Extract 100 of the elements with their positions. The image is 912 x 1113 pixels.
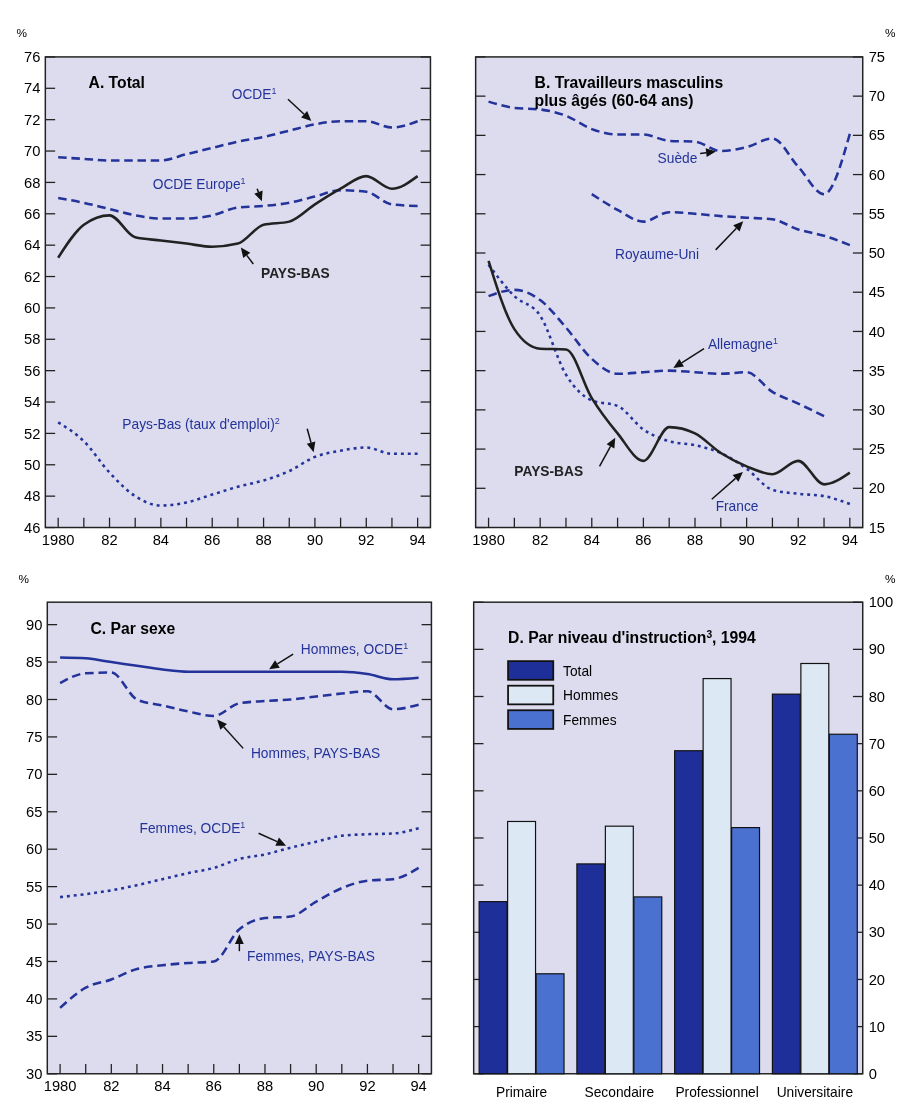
text: PAYS-BAS <box>261 266 330 282</box>
text: Pays-Bas (taux d'emploi)$^{2}$ <box>122 415 280 432</box>
y-tick-label: 85 <box>26 654 43 671</box>
x-tick-label: 88 <box>255 532 272 549</box>
y-tick-label: 76 <box>24 49 41 66</box>
x-tick-label: 90 <box>306 532 324 549</box>
x-tick-label: 1980 <box>43 1078 77 1095</box>
y-tick-label: 30 <box>26 1065 43 1082</box>
y-tick-label: 90 <box>26 616 43 633</box>
x-tick-label: 86 <box>205 1078 222 1095</box>
series-label: Femmes, OCDE$^{1}$ <box>139 820 246 837</box>
y-tick-label: 35 <box>26 1028 43 1045</box>
x-tick-label: 94 <box>841 532 859 549</box>
y-tick-label: 15 <box>868 519 886 536</box>
x-tick-label: 82 <box>101 532 118 549</box>
y-tick-label: 50 <box>26 916 43 933</box>
text: B. Travailleurs masculins plus âgés (60-64 ans) <box>534 74 724 110</box>
y-tick-label: 64 <box>24 237 41 254</box>
y-tick-label: 30 <box>868 402 886 419</box>
y-tick-label: 70 <box>868 88 886 105</box>
y-tick-label: 65 <box>26 803 43 820</box>
x-tick-label: 92 <box>358 532 375 549</box>
y-axis-title: % <box>885 26 897 40</box>
y-tick-label: 60 <box>868 782 886 799</box>
y-tick-label: 75 <box>868 49 886 66</box>
x-tick-label: 1980 <box>472 532 505 549</box>
y-tick-label: 20 <box>868 971 886 988</box>
y-tick-label: 45 <box>868 284 886 301</box>
series-label: Allemagne$^{1}$ <box>707 335 778 352</box>
y-tick-label: 50 <box>24 456 41 473</box>
y-tick-label: 58 <box>24 331 41 348</box>
y-tick-label: 10 <box>868 1018 886 1035</box>
text: D. Par niveau d'instruction$^{3}$, 1994 <box>508 628 757 647</box>
y-tick-label: 40 <box>26 991 43 1008</box>
x-tick-label: Primaire <box>495 1085 548 1101</box>
y-tick-label: 55 <box>26 878 43 895</box>
x-tick-label: 82 <box>103 1078 120 1095</box>
x-tick-label: 1980 <box>41 532 75 549</box>
y-tick-label: 60 <box>24 300 41 317</box>
y-tick-label: 48 <box>24 488 41 505</box>
y-tick-label: 60 <box>26 841 43 858</box>
y-tick-label: 45 <box>26 953 43 970</box>
series-label: Suède <box>657 150 698 166</box>
x-tick-label: 92 <box>359 1078 376 1095</box>
x-tick-label: 84 <box>154 1078 171 1095</box>
x-tick-label: 94 <box>409 532 426 549</box>
y-tick-label: 75 <box>26 729 43 746</box>
y-tick-label: 80 <box>26 691 43 708</box>
legend-label: Hommes <box>563 688 619 704</box>
x-tick-label: 90 <box>308 1078 325 1095</box>
text: OCDE$^{1}$ <box>231 86 277 103</box>
y-tick-label: 40 <box>868 877 886 894</box>
y-tick-label: 62 <box>24 268 41 285</box>
y-axis-title: % <box>885 571 897 585</box>
y-tick-label: 50 <box>868 830 886 847</box>
y-tick-label: 35 <box>868 362 886 379</box>
series-label: Femmes, PAYS-BAS <box>247 948 375 964</box>
y-tick-label: 66 <box>24 205 41 222</box>
series-label: France <box>715 499 759 515</box>
y-tick-label: 0 <box>868 1065 877 1082</box>
series-label: Hommes, OCDE$^{1}$ <box>300 641 409 658</box>
y-tick-label: 70 <box>868 735 886 752</box>
x-tick-label: 84 <box>152 532 170 549</box>
y-tick-label: 74 <box>24 80 41 97</box>
y-tick-label: 40 <box>868 323 886 340</box>
x-tick-label: Universitaire <box>776 1085 854 1101</box>
y-axis-title: % <box>18 571 30 585</box>
text: Hommes, PAYS-BAS <box>250 745 381 761</box>
y-tick-label: 46 <box>24 519 41 536</box>
x-tick-label: 88 <box>686 532 704 549</box>
legend-label: Total <box>563 663 593 679</box>
y-tick-label: 52 <box>24 425 41 442</box>
y-axis-title: % <box>16 26 28 40</box>
y-tick-label: 70 <box>26 766 43 783</box>
x-tick-label: 86 <box>204 532 221 549</box>
y-tick-label: 56 <box>24 362 41 379</box>
y-tick-label: 70 <box>24 143 41 160</box>
x-tick-label: 82 <box>531 532 549 549</box>
y-tick-label: 90 <box>868 641 886 658</box>
y-tick-label: 50 <box>868 245 886 262</box>
x-tick-label: 86 <box>635 532 652 549</box>
series-label: OCDE Europe$^{1}$ <box>152 175 246 192</box>
y-tick-label: 65 <box>868 127 886 144</box>
x-tick-label: 90 <box>738 532 755 549</box>
text: C. Par sexe <box>90 619 176 637</box>
y-tick-label: 20 <box>868 480 886 497</box>
text: A. Total <box>88 74 145 92</box>
x-tick-label: 84 <box>583 532 600 549</box>
text: Royaume-Uni <box>615 247 700 263</box>
x-tick-label: 92 <box>790 532 807 549</box>
legend-label: Femmes <box>563 712 617 728</box>
y-tick-label: 80 <box>868 688 886 705</box>
y-tick-label: 60 <box>868 166 886 183</box>
x-tick-label: 88 <box>256 1078 274 1095</box>
x-tick-label: Secondaire <box>584 1085 655 1101</box>
y-tick-label: 72 <box>24 111 41 128</box>
y-tick-label: 55 <box>868 205 886 222</box>
y-tick-label: 68 <box>24 174 41 191</box>
text: PAYS-BAS <box>514 463 584 479</box>
x-tick-label: 94 <box>410 1078 427 1095</box>
